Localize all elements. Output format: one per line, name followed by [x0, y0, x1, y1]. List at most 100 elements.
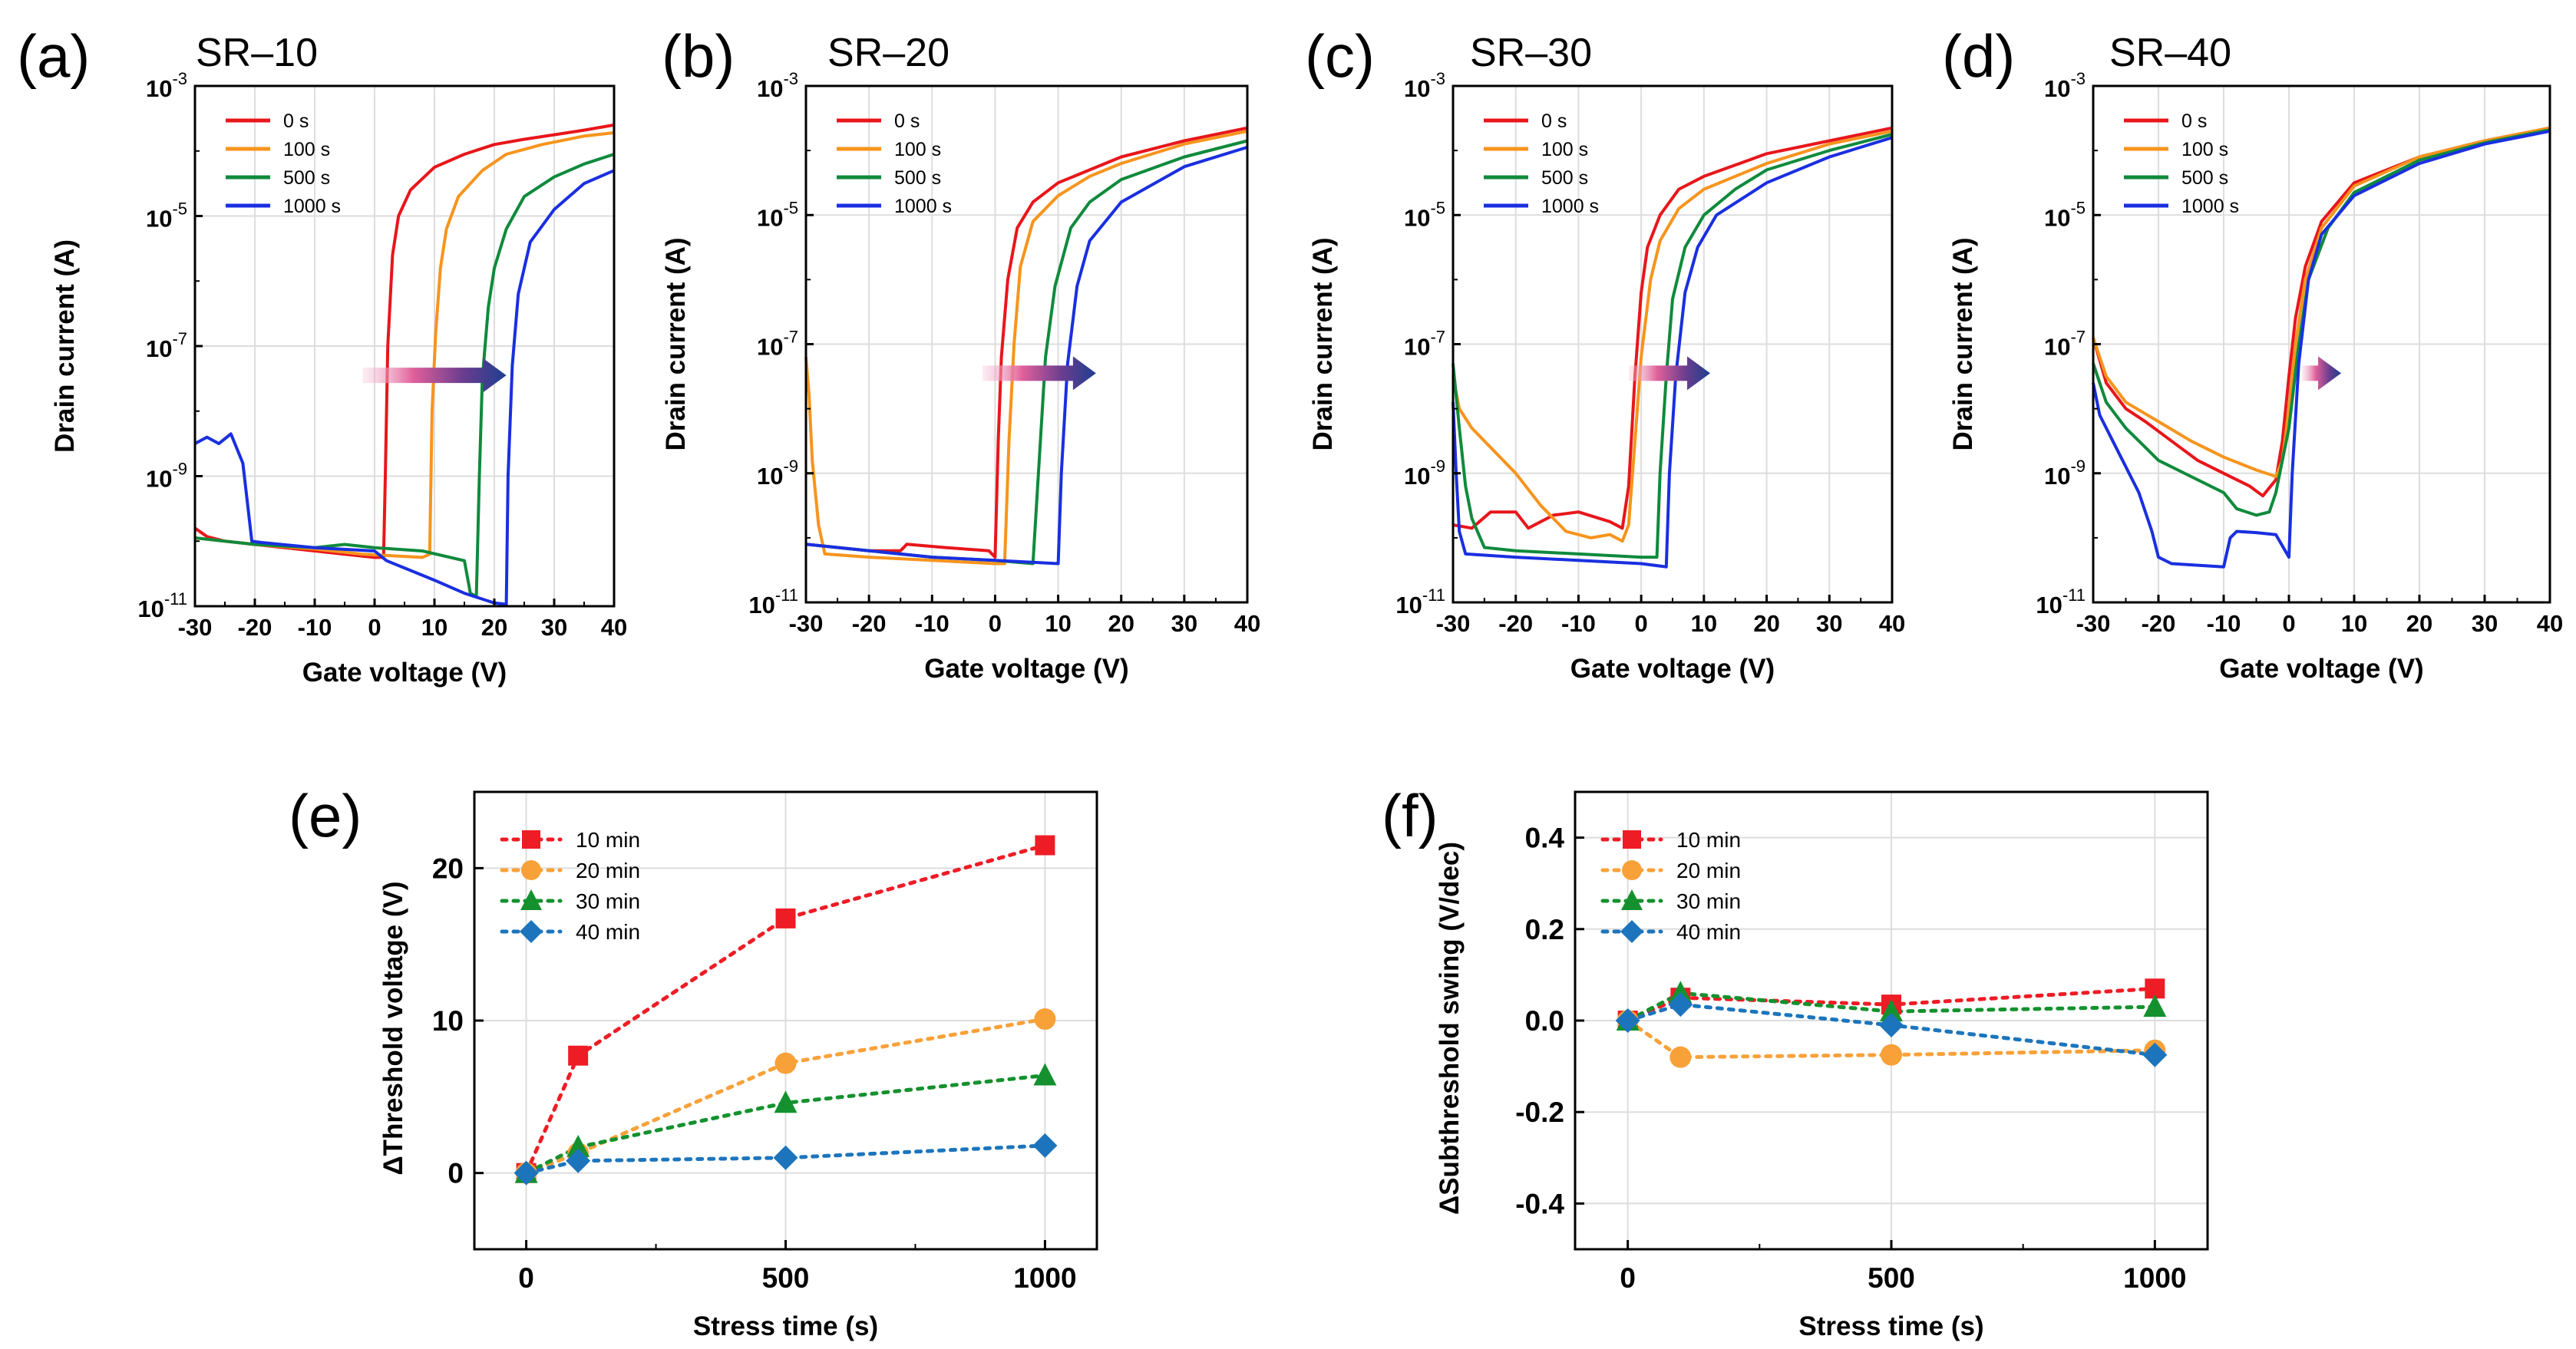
- x-axis: -30 -20 -10 0 10 20 30 40: [178, 599, 627, 641]
- data-point: [514, 1160, 539, 1186]
- series-group: [1451, 126, 1893, 569]
- y-tick-label: 10-3: [757, 69, 798, 102]
- x-axis: -30 -20 -10 0 10 20 30 40: [1436, 595, 1905, 637]
- y-tick-label: 10-3: [146, 69, 187, 102]
- data-point: [773, 1145, 798, 1170]
- grid: [2093, 86, 2550, 602]
- x-tick-label: 20: [481, 614, 507, 641]
- x-tick-label: 40: [2537, 610, 2563, 637]
- series-line-500s: [194, 153, 615, 599]
- x-tick-label: 30: [1171, 610, 1197, 637]
- y-tick-label: 20: [432, 853, 464, 884]
- shift-arrow: [362, 358, 507, 393]
- x-axis-title: Gate voltage (V): [302, 658, 507, 688]
- x-tick-label: 10: [1691, 610, 1717, 637]
- x-axis-title: Gate voltage (V): [924, 654, 1128, 684]
- legend-label: 100 s: [2181, 139, 2228, 160]
- y-tick-label: 10-5: [757, 198, 798, 231]
- x-tick-label: -10: [915, 610, 949, 637]
- sample-title: SR–10: [196, 31, 318, 75]
- legend-label: 0 s: [894, 110, 920, 132]
- y-axis: 0 10 20: [432, 853, 484, 1189]
- legend: 10 min 20 min 30 min 40 min: [1600, 828, 1741, 944]
- x-tick-label: -30: [178, 614, 213, 641]
- data-point: [774, 1052, 797, 1074]
- series-group: [193, 123, 615, 606]
- data-point: [775, 908, 796, 928]
- series-line-1000s: [805, 145, 1248, 566]
- x-tick-label: 0: [1635, 610, 1648, 637]
- y-axis: 0.4 0.2 0.0 -0.2 -0.4: [1515, 823, 1584, 1219]
- y-tick-label: 10-9: [146, 460, 187, 493]
- legend-label: 20 min: [576, 859, 640, 882]
- y-tick-label: 10-3: [1404, 69, 1445, 102]
- legend-marker: [521, 860, 541, 880]
- x-tick-label: -10: [1561, 610, 1596, 637]
- data-point: [1032, 1133, 1058, 1158]
- legend-marker: [520, 889, 542, 910]
- legend-label: 500 s: [894, 167, 941, 189]
- legend-label: 20 min: [1676, 859, 1741, 882]
- x-axis-title: Gate voltage (V): [2219, 654, 2423, 684]
- y-tick-label: 0: [447, 1158, 464, 1189]
- legend-label: 10 min: [1676, 828, 1741, 852]
- legend-label: 30 min: [1676, 889, 1741, 913]
- series-group: [2092, 126, 2551, 569]
- series-line-1000s: [2092, 129, 2551, 569]
- legend-label: 40 min: [576, 920, 640, 944]
- panel-a: (a) SR–10-30 -20 -10 0 10 20 30 4010-1110-910-71…: [17, 22, 627, 688]
- x-tick-label: 20: [1108, 610, 1134, 637]
- series-line-20min: [524, 1017, 1047, 1176]
- legend-label: 0 s: [1541, 110, 1567, 132]
- series-line-100s: [2092, 126, 2551, 478]
- x-tick-label: 10: [2341, 610, 2367, 637]
- y-tick-label: 10-7: [757, 328, 798, 361]
- series-group: [514, 835, 1058, 1186]
- data-point: [1881, 1044, 1902, 1066]
- x-tick-label: 0: [368, 614, 381, 641]
- sample-title: SR–30: [1470, 31, 1592, 75]
- legend-label: 100 s: [283, 139, 330, 160]
- data-point: [1033, 1063, 1057, 1086]
- panel-c: (c) SR–30-30 -20 -10 0 10 20 30 4010-1110-910-71…: [1305, 22, 1905, 684]
- y-tick-label: 10-9: [2044, 457, 2086, 490]
- data-point: [1034, 1008, 1056, 1031]
- y-tick-label: 10-9: [1404, 457, 1445, 490]
- x-tick-label: 30: [541, 614, 567, 641]
- legend-label: 500 s: [1541, 167, 1588, 189]
- x-axis-title: Stress time (s): [693, 1311, 878, 1341]
- series-line-20min: [1626, 1018, 2157, 1060]
- legend-label: 100 s: [894, 139, 941, 160]
- legend-label: 500 s: [2181, 167, 2228, 189]
- x-tick-label: 1000: [1013, 1262, 1076, 1294]
- data-point: [1669, 1046, 1692, 1068]
- series-line-500s: [1451, 133, 1893, 559]
- panel-e: (e) 0 500 1000 0 10 20 Stress time (s) ΔThreshol…: [289, 782, 1098, 1341]
- legend-label: 1000 s: [894, 196, 952, 217]
- series-line-100s: [804, 129, 1248, 566]
- legend-label: 30 min: [576, 889, 640, 913]
- series-line-100s: [194, 131, 615, 559]
- y-tick-label: 10-9: [757, 457, 798, 490]
- shift-arrow: [983, 356, 1096, 391]
- legend-label: 40 min: [1676, 920, 1741, 944]
- y-tick-label: 10-7: [146, 329, 187, 362]
- data-point: [1615, 1008, 1640, 1033]
- panel-f: (f) 0 500 1000 0.4 0.2 0.0 -0.2 -0.4 Stress time …: [1382, 782, 2209, 1341]
- grid: [195, 86, 614, 606]
- x-tick-label: 1000: [2123, 1262, 2186, 1294]
- y-tick-label: 10: [432, 1005, 464, 1037]
- y-tick-label: 10-11: [1395, 585, 1445, 618]
- x-axis: -30 -20 -10 0 10 20 30 40: [789, 595, 1260, 637]
- legend: 0 s 100 s 500 s 1000 s: [1484, 110, 1599, 217]
- data-point: [568, 1045, 589, 1066]
- y-tick-label: 10-5: [2044, 198, 2086, 231]
- series-line-40min: [524, 1143, 1047, 1176]
- y-tick-label: 10-11: [137, 589, 187, 622]
- x-tick-label: 0: [989, 610, 1002, 637]
- x-tick-label: 30: [1816, 610, 1842, 637]
- panel-d: (d) SR–40-30 -20 -10 0 10 20 30 4010-1110-910-71…: [1942, 22, 2563, 684]
- x-tick-label: 20: [2406, 610, 2432, 637]
- series-group: [804, 126, 1248, 566]
- series-line-0s: [2092, 126, 2551, 498]
